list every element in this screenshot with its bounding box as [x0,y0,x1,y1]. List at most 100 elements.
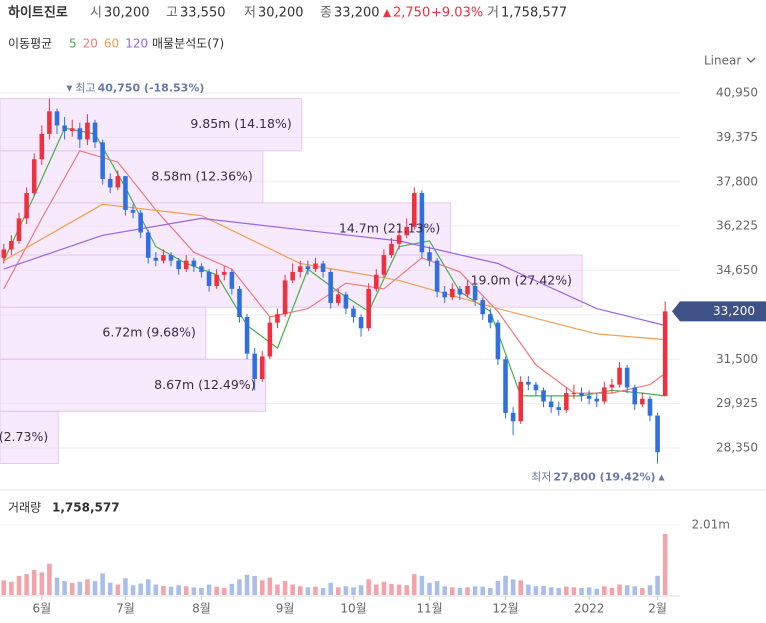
volume-bar [541,585,546,595]
volume-bar [183,586,189,595]
volume-bar [556,588,562,595]
candle-body [617,367,622,385]
candle-body [510,412,516,422]
volume-bar [450,587,455,595]
high-label: 고 [166,6,178,21]
legend-entry: 120 [125,37,148,51]
volume-bar [366,579,371,595]
candle-body [282,280,288,315]
profile-label: 8.67m (12.49%) [154,377,255,392]
volume-last: 1,758,577 [52,501,120,515]
volume-bar [115,584,121,595]
volume-tick-label: 2.01m [692,517,730,531]
profile-label: 6.72m (9.68%) [102,325,195,340]
candle-body [275,314,280,323]
volume-bar [123,578,128,595]
volume-bar [100,573,105,595]
candle-body [594,398,600,402]
candle-body [351,308,356,318]
volume-bar [282,581,288,595]
volume-bar [427,582,432,595]
y-tick-label: 29,925 [716,396,758,410]
volume-bar [47,563,52,595]
volume-bar [85,579,90,595]
profile-band [0,202,451,256]
candle-body [206,271,212,287]
volume-bar [244,574,250,595]
volume-bar [153,584,159,595]
volume-bar [381,581,387,595]
volume-bar [533,586,539,595]
candle-body [526,381,531,385]
candle-body [396,235,402,244]
candle-body [138,212,143,233]
y-tick-label: 34,650 [716,263,758,277]
volume-bar [412,574,417,595]
candle-body [54,111,60,126]
profile-title[interactable]: 매물분석도(7) [152,37,224,51]
volume-bar [168,586,174,595]
volume-bar [358,585,364,595]
candle-body [541,390,546,402]
candle-body [571,393,577,395]
x-tick-label: 6월 [32,602,51,616]
volume-bar [396,584,402,595]
candle-body [313,263,318,270]
volume-bar [632,586,638,595]
candle-body [480,300,485,315]
candle-body [450,288,455,298]
candle-body [427,252,432,261]
high-value: 33,550 [180,6,226,21]
candle-body [609,384,615,388]
up-arrow [383,9,391,17]
candle-body [77,128,83,140]
open-value: 30,200 [104,6,150,21]
candle-body [320,263,326,272]
candle-body [488,314,493,323]
max-label: 최고 [75,82,95,95]
volume-bar [229,583,235,595]
candle-body [168,255,174,261]
volume-bar [472,586,478,595]
profile-label: 9.85m (14.18%) [190,116,291,131]
volume-bar [571,587,577,595]
y-tick-label: 36,225 [716,219,758,233]
candle-body [412,193,417,227]
low-value: 30,200 [258,6,304,21]
volume-bar [313,586,318,595]
candle-body [328,271,333,303]
volume-bar [442,586,447,595]
legend-entry: 60 [104,37,119,51]
candle-body [586,395,592,399]
volume-bar [206,584,212,595]
candle-body [244,317,250,354]
profile-label: 1.90m (2.73%) [0,429,48,444]
candle-body [343,294,349,309]
profile-label: 8.58m (12.36%) [151,168,252,183]
candle-body [472,286,478,301]
x-tick-label: 2022 [574,602,605,616]
volume-bar [351,587,356,595]
legend-entry: 20 [83,37,98,51]
price-tag [672,301,766,322]
candle-body [145,232,151,258]
legend-entry: 5 [69,37,77,51]
volume-bar [624,585,630,595]
candle-body [336,294,341,303]
candle-body [237,288,242,318]
scale-mode[interactable]: Linear [704,54,741,68]
candle-body [579,393,584,396]
volume-bar [275,584,280,595]
volume-bar [69,582,75,595]
max-marker [66,85,73,92]
volume-bar [647,585,653,595]
volume-bar [662,533,668,595]
ma-line [3,203,666,341]
candle-body [366,288,371,329]
candle-body [518,381,524,422]
volume-bar [130,585,136,595]
candle-body [1,249,7,258]
candle-body [290,271,295,281]
volume-bar [495,581,501,595]
